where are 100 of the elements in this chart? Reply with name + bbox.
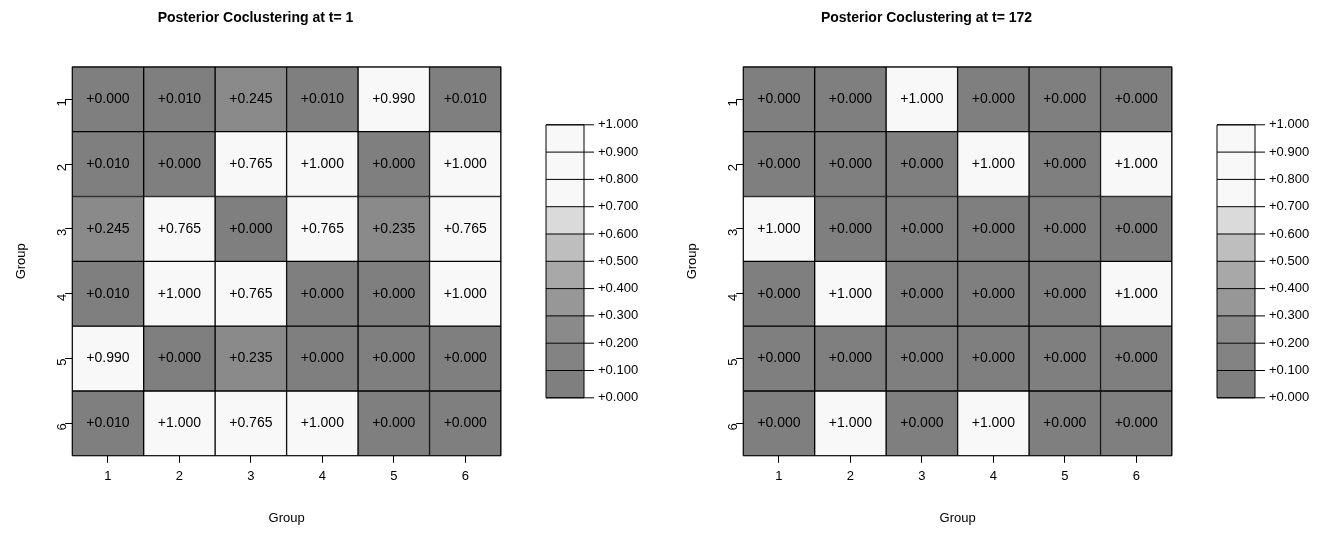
x-tick-label: 2 bbox=[175, 468, 184, 484]
data-label: +0.000 bbox=[300, 284, 345, 301]
x-tick-label: 2 bbox=[846, 468, 855, 484]
data-label: +0.765 bbox=[229, 284, 273, 301]
x-tick-label: 4 bbox=[989, 468, 997, 484]
y-tick-label: 1 bbox=[53, 99, 69, 107]
y-tick-label: 2 bbox=[724, 164, 740, 172]
data-label: +0.245 bbox=[229, 90, 273, 107]
color-bar-label: +0.300 bbox=[1269, 307, 1310, 323]
color-bar-label: +0.500 bbox=[598, 252, 639, 268]
data-label: +0.000 bbox=[757, 284, 801, 301]
y-axis-title: Group bbox=[13, 243, 29, 280]
data-label: +0.765 bbox=[157, 219, 202, 236]
x-tick-label: 6 bbox=[461, 468, 469, 484]
x-tick-label: 5 bbox=[1061, 468, 1069, 484]
x-tick-label: 3 bbox=[247, 468, 255, 484]
data-label: +1.000 bbox=[443, 284, 488, 301]
color-bar-label: +0.000 bbox=[1269, 389, 1310, 405]
data-label: +0.000 bbox=[372, 414, 416, 431]
x-tick-label: 4 bbox=[318, 468, 326, 484]
data-label: +1.000 bbox=[828, 414, 873, 431]
data-label: +0.000 bbox=[900, 414, 944, 431]
chart-title: Posterior Coclustering at t= 1 bbox=[157, 9, 354, 26]
y-tick-label: 4 bbox=[724, 293, 740, 301]
data-label: +0.000 bbox=[900, 219, 944, 236]
data-label: +0.000 bbox=[828, 90, 873, 107]
data-label: +0.000 bbox=[971, 284, 1016, 301]
data-label: +0.245 bbox=[86, 219, 130, 236]
data-label: +0.000 bbox=[1043, 90, 1087, 107]
data-label: +1.000 bbox=[1114, 154, 1159, 171]
data-label: +0.000 bbox=[1043, 219, 1087, 236]
x-tick-label: 6 bbox=[1132, 468, 1140, 484]
data-label: +0.010 bbox=[86, 284, 130, 301]
data-label: +0.000 bbox=[443, 414, 488, 431]
color-bar-label: +0.300 bbox=[598, 307, 639, 323]
data-label: +1.000 bbox=[1114, 284, 1159, 301]
data-label: +0.000 bbox=[443, 349, 488, 366]
color-bar-label: +0.600 bbox=[598, 225, 639, 241]
x-axis-title: Group bbox=[268, 509, 305, 525]
data-label: +0.765 bbox=[300, 219, 345, 236]
data-label: +0.000 bbox=[1043, 414, 1087, 431]
data-label: +0.000 bbox=[757, 349, 801, 366]
x-axis-title: Group bbox=[939, 509, 976, 525]
data-label: +0.765 bbox=[229, 154, 273, 171]
color-bar-label: +0.200 bbox=[1269, 334, 1310, 350]
data-label: +0.000 bbox=[300, 349, 345, 366]
data-label: +0.235 bbox=[229, 349, 273, 366]
color-bar-label: +0.400 bbox=[1269, 280, 1310, 296]
data-label: +0.000 bbox=[971, 90, 1016, 107]
data-label: +0.000 bbox=[157, 349, 202, 366]
data-label: +0.235 bbox=[372, 219, 416, 236]
data-label: +0.990 bbox=[372, 90, 416, 107]
data-label: +0.000 bbox=[372, 284, 416, 301]
data-label: +0.000 bbox=[1043, 284, 1087, 301]
data-label: +0.000 bbox=[229, 219, 273, 236]
data-label: +1.000 bbox=[900, 90, 944, 107]
color-bar-label: +1.000 bbox=[1269, 116, 1310, 132]
data-label: +0.000 bbox=[828, 154, 873, 171]
data-label: +0.000 bbox=[1043, 154, 1087, 171]
color-bar-label: +0.700 bbox=[598, 198, 639, 214]
color-bar-label: +0.200 bbox=[598, 334, 639, 350]
data-label: +1.000 bbox=[443, 154, 488, 171]
data-label: +0.010 bbox=[300, 90, 345, 107]
data-label: +0.000 bbox=[372, 349, 416, 366]
color-bar-label: +0.600 bbox=[1269, 225, 1310, 241]
data-label: +0.000 bbox=[1114, 414, 1159, 431]
color-bar-label: +0.800 bbox=[598, 170, 639, 186]
data-label: +0.010 bbox=[157, 90, 202, 107]
data-label: +0.000 bbox=[1114, 349, 1159, 366]
data-label: +1.000 bbox=[300, 154, 345, 171]
y-tick-label: 3 bbox=[724, 228, 740, 237]
color-bar-label: +1.000 bbox=[598, 116, 639, 132]
data-label: +0.765 bbox=[229, 414, 273, 431]
data-label: +0.010 bbox=[86, 154, 130, 171]
color-bar-label: +0.900 bbox=[598, 143, 639, 159]
color-bar-label: +0.900 bbox=[1269, 143, 1310, 159]
data-label: +0.765 bbox=[443, 219, 488, 236]
y-tick-label: 4 bbox=[53, 293, 69, 301]
color-bar-label: +0.000 bbox=[598, 389, 639, 405]
color-bar-label: +0.500 bbox=[1269, 252, 1310, 268]
data-label: +0.990 bbox=[86, 349, 130, 366]
y-tick-label: 1 bbox=[724, 99, 740, 107]
chart-title: Posterior Coclustering at t= 172 bbox=[820, 9, 1033, 26]
y-tick-label: 5 bbox=[53, 358, 69, 366]
x-tick-label: 1 bbox=[104, 468, 112, 484]
data-label: +0.000 bbox=[157, 154, 202, 171]
x-tick-label: 1 bbox=[775, 468, 783, 484]
data-label: +1.000 bbox=[971, 154, 1016, 171]
x-tick-label: 3 bbox=[918, 468, 926, 484]
data-label: +0.000 bbox=[372, 154, 416, 171]
data-label: +0.000 bbox=[1114, 219, 1159, 236]
data-label: +0.010 bbox=[443, 90, 488, 107]
y-tick-label: 6 bbox=[724, 423, 740, 431]
data-label: +1.000 bbox=[828, 284, 873, 301]
y-tick-label: 2 bbox=[53, 164, 69, 172]
data-label: +0.000 bbox=[900, 349, 944, 366]
data-label: +0.000 bbox=[1043, 349, 1087, 366]
color-bar-label: +0.400 bbox=[598, 280, 639, 296]
data-label: +1.000 bbox=[757, 219, 801, 236]
data-label: +0.000 bbox=[828, 349, 873, 366]
